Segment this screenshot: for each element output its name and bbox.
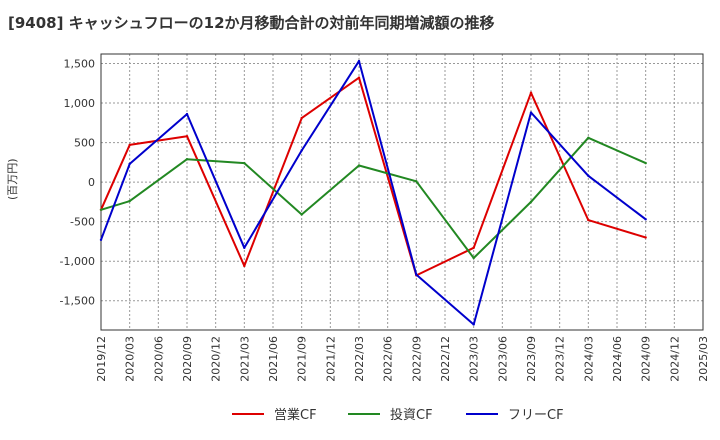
x-tick-labels: 2019/12 2020/03 2020/06 2020/09 2020/12 2021/… xyxy=(95,336,710,382)
series-line-投資CF xyxy=(100,136,647,259)
x-tick-label: 2020/03 xyxy=(124,336,137,382)
x-tick-label: 2022/03 xyxy=(353,336,366,382)
data-point xyxy=(529,111,533,114)
data-point xyxy=(587,218,590,222)
legend-label: フリーCF xyxy=(508,408,564,423)
chart-title: [9408] キャッシュフローの12か月移動合計の対前年同期増減額の推移 xyxy=(8,14,495,32)
y-tick-label: 1,000 xyxy=(64,97,96,110)
x-tick-label: 2022/09 xyxy=(410,336,423,382)
grid xyxy=(100,54,704,330)
data-point xyxy=(243,161,246,165)
data-point xyxy=(300,213,303,216)
legend-label: 投資CF xyxy=(390,407,433,423)
data-point xyxy=(644,161,647,165)
data-point xyxy=(300,116,303,120)
x-tick-label: 2020/12 xyxy=(210,336,223,382)
data-point xyxy=(587,136,590,140)
y-tick-label: 0 xyxy=(88,176,95,189)
x-tick-label: 2025/03 xyxy=(697,336,710,382)
x-tick-label: 2023/06 xyxy=(496,336,509,382)
x-tick-label: 2021/03 xyxy=(238,336,251,382)
x-tick-label: 2024/06 xyxy=(611,336,624,382)
data-point xyxy=(185,157,189,161)
series-line-営業CF xyxy=(100,76,646,277)
data-point xyxy=(185,135,189,138)
data-point xyxy=(300,149,303,152)
y-tick-label: 1,500 xyxy=(64,57,96,70)
data-point xyxy=(415,180,418,183)
x-tick-label: 2021/06 xyxy=(267,336,280,382)
plot-frame xyxy=(100,53,704,331)
data-point xyxy=(357,76,361,79)
data-point xyxy=(472,323,475,326)
x-tick-label: 2020/09 xyxy=(181,336,194,382)
x-tick-label: 2021/12 xyxy=(324,336,337,382)
data-point xyxy=(472,256,475,260)
data-point xyxy=(357,164,361,167)
y-tick-labels: 1,500 1,000 500 0 -500 -1,000 -1,500 xyxy=(60,57,95,307)
data-point xyxy=(99,208,103,211)
data-point xyxy=(99,238,103,242)
y-tick-label: 500 xyxy=(74,137,95,150)
y-tick-label: -1,000 xyxy=(60,255,95,268)
data-point xyxy=(529,91,533,94)
x-tick-label: 2021/09 xyxy=(296,336,309,382)
legend-label: 営業CF xyxy=(274,407,317,423)
x-tick-label: 2023/09 xyxy=(525,336,538,382)
x-tick-label: 2023/03 xyxy=(468,336,481,382)
x-tick-label: 2024/12 xyxy=(668,336,681,382)
y-tick-label: -500 xyxy=(70,216,95,229)
legend: 営業CF 投資CF フリーCF xyxy=(232,407,564,423)
data-point xyxy=(128,162,131,166)
data-point xyxy=(472,246,475,249)
data-point xyxy=(529,200,533,204)
x-tick-label: 2024/03 xyxy=(582,336,595,382)
x-tick-label: 2019/12 xyxy=(95,336,108,382)
data-point xyxy=(243,246,246,249)
data-point xyxy=(128,199,131,203)
data-point xyxy=(357,59,361,63)
x-tick-label: 2022/12 xyxy=(439,336,452,382)
data-point xyxy=(243,264,246,268)
y-tick-label: -1,500 xyxy=(60,295,95,308)
x-tick-label: 2022/06 xyxy=(382,336,395,382)
data-point xyxy=(644,236,647,239)
data-point xyxy=(415,273,418,276)
data-point xyxy=(185,112,189,116)
series-layer xyxy=(99,59,647,326)
x-tick-label: 2023/12 xyxy=(554,336,567,382)
data-point xyxy=(128,143,131,147)
data-point xyxy=(587,174,590,177)
x-tick-label: 2020/06 xyxy=(152,336,165,382)
x-tick-label: 2024/09 xyxy=(640,336,653,382)
data-point xyxy=(644,218,647,221)
series-line-フリーCF xyxy=(100,60,647,326)
